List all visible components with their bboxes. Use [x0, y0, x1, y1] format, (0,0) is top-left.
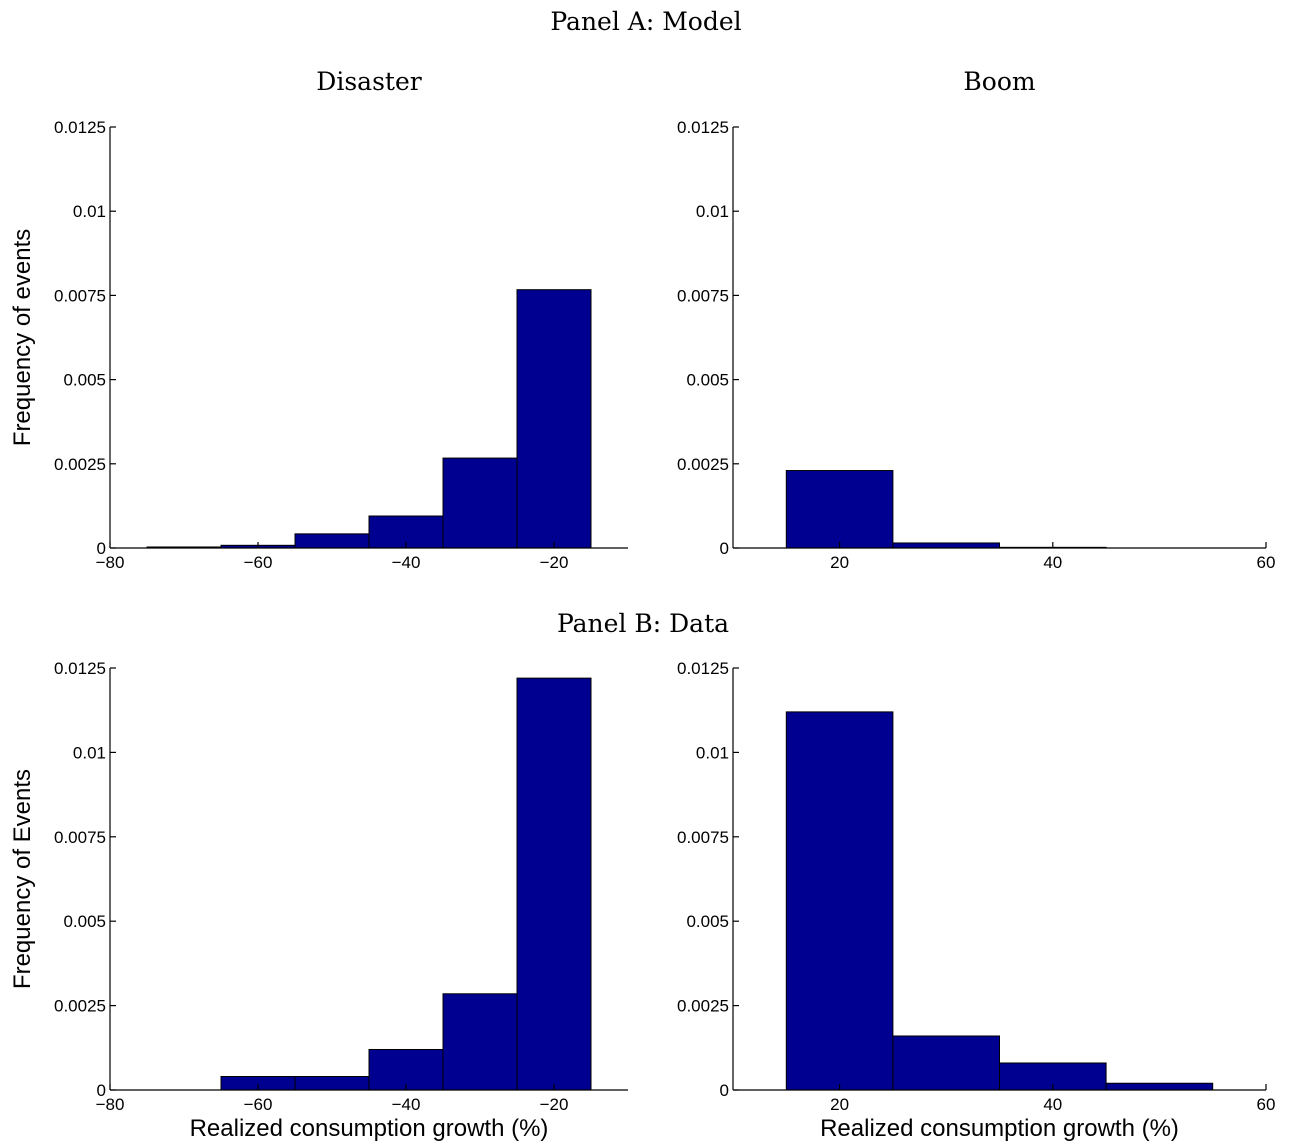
- chart-title: Boom: [963, 67, 1035, 96]
- chart-3: 0 0.0025 0.005 0.0075 0.01 0.0125 −80 −60 −40 −20…: [9, 659, 628, 1142]
- y-tick-label: 0.0125: [677, 659, 729, 678]
- x-tick-label: 20: [830, 553, 849, 572]
- y-tick-label: 0.0125: [54, 118, 106, 137]
- y-tick-label: 0.005: [686, 912, 729, 931]
- x-tick-label: −40: [392, 1095, 421, 1114]
- y-tick-label: 0.0025: [677, 997, 729, 1016]
- panel-b-title: Panel B: Data: [557, 609, 729, 638]
- y-tick-label: 0: [97, 539, 106, 558]
- x-tick-label: 40: [1043, 1095, 1062, 1114]
- y-tick-label: 0: [97, 1081, 106, 1100]
- y-tick-label: 0: [720, 539, 729, 558]
- x-tick-label: −60: [244, 553, 273, 572]
- y-tick-label: 0.0025: [54, 997, 106, 1016]
- y-tick-label: 0.01: [696, 202, 729, 221]
- y-tick-label: 0: [720, 1081, 729, 1100]
- panel-a-title: Panel A: Model: [550, 7, 741, 36]
- histogram-bar: [294, 1075, 370, 1091]
- y-tick-label: 0.005: [63, 912, 106, 931]
- y-tick-label: 0.0125: [677, 118, 729, 137]
- y-tick-label: 0.005: [686, 371, 729, 390]
- y-tick-label: 0.01: [73, 202, 106, 221]
- y-tick-label: 0.0075: [54, 828, 106, 847]
- x-tick-label: 60: [1257, 553, 1276, 572]
- y-tick-label: 0.0075: [677, 286, 729, 305]
- y-axis-label: Frequency of events: [9, 229, 36, 446]
- x-tick-label: −20: [540, 553, 569, 572]
- histogram-bar: [442, 993, 518, 1091]
- x-axis-label: Realized consumption growth (%): [190, 1115, 549, 1142]
- y-tick-label: 0.0075: [54, 286, 106, 305]
- y-tick-label: 0.0125: [54, 659, 106, 678]
- histogram-bar: [442, 457, 518, 549]
- x-tick-label: −60: [244, 1095, 273, 1114]
- x-tick-label: −80: [96, 553, 125, 572]
- y-tick-label: 0.0075: [677, 828, 729, 847]
- histogram-bar: [368, 1048, 444, 1091]
- histogram-bar: [1105, 1082, 1214, 1091]
- charts-container: Disaster 0 0.0025 0.005 0.0075 0.01 0.0125 −80 −…: [9, 67, 1275, 1142]
- y-tick-label: 0.0025: [677, 455, 729, 474]
- y-tick-label: 0.01: [73, 743, 106, 762]
- histogram-bar: [785, 711, 894, 1091]
- chart-1: Disaster 0 0.0025 0.005 0.0075 0.01 0.0125 −80 −…: [9, 67, 628, 572]
- y-axis-label: Frequency of Events: [9, 769, 36, 989]
- x-tick-label: 40: [1043, 553, 1062, 572]
- chart-4: 0 0.0025 0.005 0.0075 0.01 0.0125 20 40 60 Realiz…: [677, 659, 1275, 1142]
- x-tick-label: −80: [96, 1095, 125, 1114]
- histogram-bar: [294, 533, 370, 549]
- histogram-bar: [516, 677, 592, 1091]
- x-tick-label: 20: [830, 1095, 849, 1114]
- histogram-bar: [892, 1035, 1001, 1091]
- x-tick-label: −40: [392, 553, 421, 572]
- chart-title: Disaster: [316, 67, 421, 96]
- x-tick-label: 60: [1257, 1095, 1276, 1114]
- x-tick-label: −20: [540, 1095, 569, 1114]
- histogram-bar: [892, 542, 1001, 549]
- chart-2: Boom 0 0.0025 0.005 0.0075 0.01 0.0125 20 40 60: [677, 67, 1275, 572]
- histogram-bar: [516, 289, 592, 549]
- histogram-bar: [785, 470, 894, 549]
- y-tick-label: 0.0025: [54, 455, 106, 474]
- y-tick-label: 0.01: [696, 743, 729, 762]
- y-tick-label: 0.005: [63, 371, 106, 390]
- x-axis-label: Realized consumption growth (%): [820, 1115, 1179, 1142]
